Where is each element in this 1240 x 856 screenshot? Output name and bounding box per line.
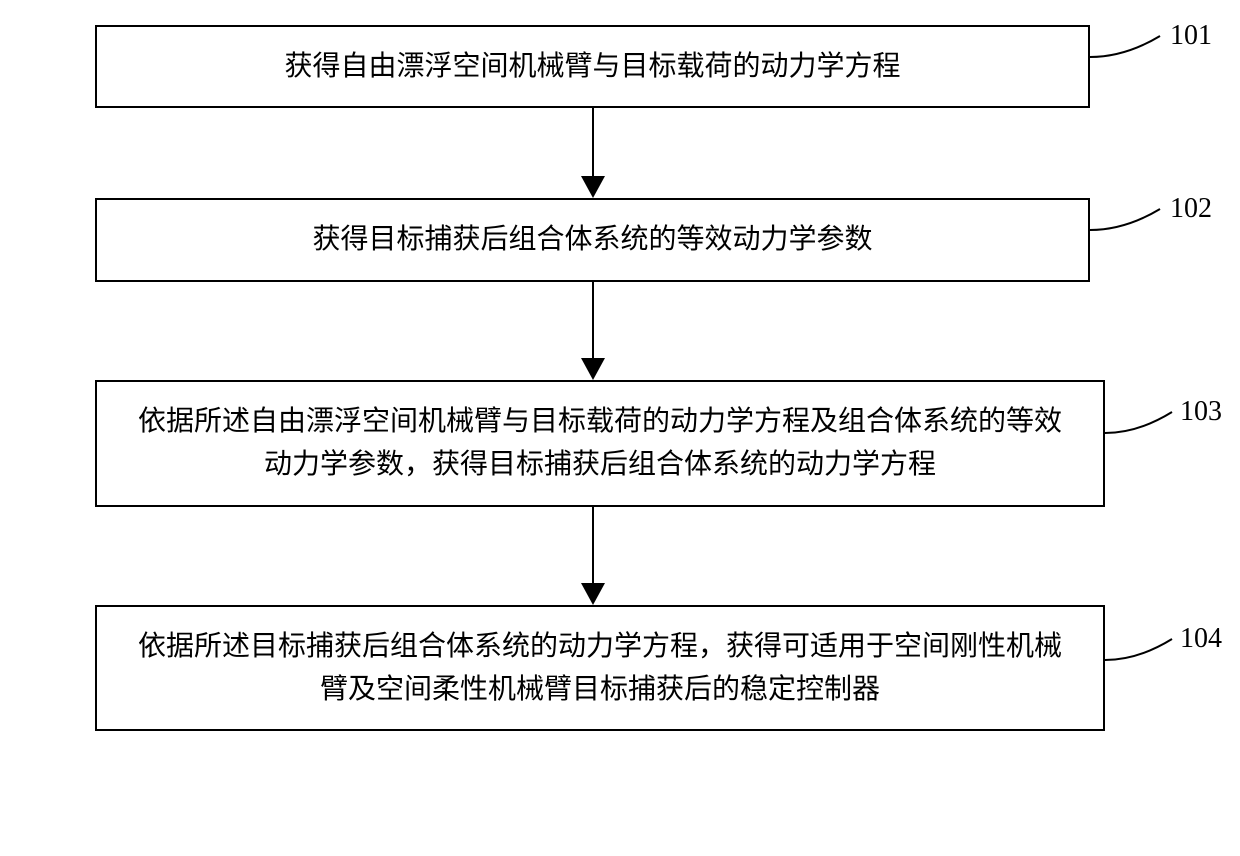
arrow-head-1	[581, 176, 605, 198]
arrow-3	[0, 507, 1213, 605]
step-text-103: 依据所述自由漂浮空间机械臂与目标载荷的动力学方程及组合体系统的等效动力学参数，获…	[127, 400, 1073, 487]
step-box-104: 依据所述目标捕获后组合体系统的动力学方程，获得可适用于空间刚性机械臂及空间柔性机…	[95, 605, 1105, 732]
flowchart-container: 获得自由漂浮空间机械臂与目标载荷的动力学方程 101 获得目标捕获后组合体系统的…	[0, 0, 1240, 756]
step-box-103: 依据所述自由漂浮空间机械臂与目标载荷的动力学方程及组合体系统的等效动力学参数，获…	[95, 380, 1105, 507]
arrow-head-3	[581, 583, 605, 605]
step-label-103: 103	[1180, 396, 1222, 428]
arrow-line-3	[592, 507, 594, 583]
step-wrapper-102: 获得目标捕获后组合体系统的等效动力学参数 102	[0, 198, 1240, 281]
step-wrapper-101: 获得自由漂浮空间机械臂与目标载荷的动力学方程 101	[0, 25, 1240, 108]
step-text-101: 获得自由漂浮空间机械臂与目标载荷的动力学方程	[284, 45, 900, 88]
step-text-104: 依据所述目标捕获后组合体系统的动力学方程，获得可适用于空间刚性机械臂及空间柔性机…	[127, 625, 1073, 712]
step-box-101: 获得自由漂浮空间机械臂与目标载荷的动力学方程	[95, 25, 1090, 108]
arrow-line-2	[592, 282, 594, 358]
leader-line-101	[1090, 36, 1162, 59]
step-wrapper-103: 依据所述自由漂浮空间机械臂与目标载荷的动力学方程及组合体系统的等效动力学参数，获…	[0, 380, 1240, 507]
leader-line-102	[1090, 209, 1162, 232]
arrow-2	[0, 282, 1213, 380]
step-box-102: 获得目标捕获后组合体系统的等效动力学参数	[95, 198, 1090, 281]
step-label-104: 104	[1180, 623, 1222, 655]
arrow-head-2	[581, 358, 605, 380]
leader-line-104	[1105, 639, 1175, 662]
arrow-line-1	[592, 108, 594, 176]
step-text-102: 获得目标捕获后组合体系统的等效动力学参数	[312, 218, 872, 261]
step-label-102: 102	[1170, 193, 1212, 225]
arrow-1	[0, 108, 1213, 198]
leader-line-103	[1105, 412, 1175, 435]
step-wrapper-104: 依据所述目标捕获后组合体系统的动力学方程，获得可适用于空间刚性机械臂及空间柔性机…	[0, 605, 1240, 732]
step-label-101: 101	[1170, 20, 1212, 52]
